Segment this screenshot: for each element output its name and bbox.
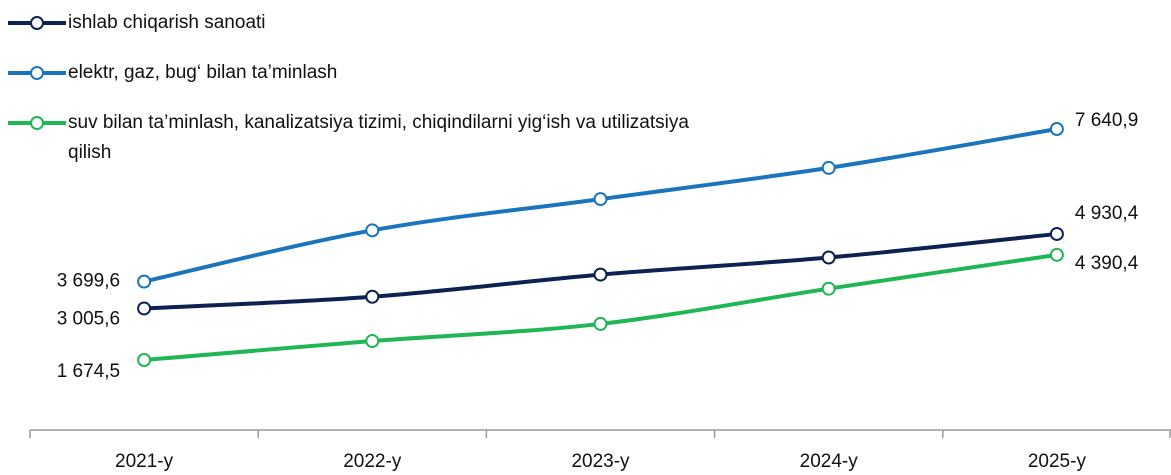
x-tick-label: 2024-y bbox=[800, 451, 859, 472]
x-tick-label: 2025-y bbox=[1028, 451, 1087, 472]
data-label: 4 390,4 bbox=[1075, 253, 1139, 274]
point bbox=[137, 353, 152, 367]
legend-label: suv bilan ta’minlash, kanalizatsiya tizi… bbox=[68, 112, 689, 163]
data-label: 3 699,6 bbox=[57, 271, 120, 292]
x-tick-label: 2023-y bbox=[571, 451, 630, 472]
legend-marker bbox=[30, 116, 44, 130]
data-label: 1 674,5 bbox=[57, 361, 120, 382]
legend-marker bbox=[30, 66, 44, 80]
legend-item: suv bilan ta’minlash, kanalizatsiya tizi… bbox=[8, 108, 728, 168]
data-label: 3 005,6 bbox=[57, 308, 120, 329]
point bbox=[821, 160, 836, 175]
point bbox=[1049, 122, 1064, 136]
point bbox=[365, 223, 380, 238]
data-label: 4 930,4 bbox=[1075, 203, 1139, 224]
legend-label: ishlab chiqarish sanoati bbox=[68, 12, 266, 33]
legend-icon bbox=[8, 16, 66, 30]
point bbox=[821, 281, 836, 296]
point bbox=[1049, 247, 1064, 262]
point bbox=[365, 289, 380, 304]
data-label: 7 640,9 bbox=[1075, 110, 1138, 131]
point bbox=[1049, 226, 1064, 241]
legend-marker bbox=[30, 16, 44, 30]
legend-item: ishlab chiqarish sanoati bbox=[8, 8, 728, 38]
legend: ishlab chiqarish sanoati elektr, gaz, bug… bbox=[8, 8, 728, 188]
x-tick-label: 2021-y bbox=[115, 451, 174, 472]
legend-label: elektr, gaz, bug‘ bilan ta’minlash bbox=[68, 62, 338, 83]
x-tick-label: 2022-y bbox=[343, 451, 402, 472]
point bbox=[365, 334, 380, 349]
legend-item: elektr, gaz, bug‘ bilan ta’minlash bbox=[8, 58, 728, 88]
legend-icon bbox=[8, 116, 66, 130]
point bbox=[137, 274, 152, 289]
point bbox=[137, 301, 152, 316]
point bbox=[593, 192, 608, 207]
point bbox=[821, 250, 836, 265]
point bbox=[593, 316, 608, 331]
point bbox=[593, 267, 608, 282]
legend-icon bbox=[8, 66, 66, 80]
